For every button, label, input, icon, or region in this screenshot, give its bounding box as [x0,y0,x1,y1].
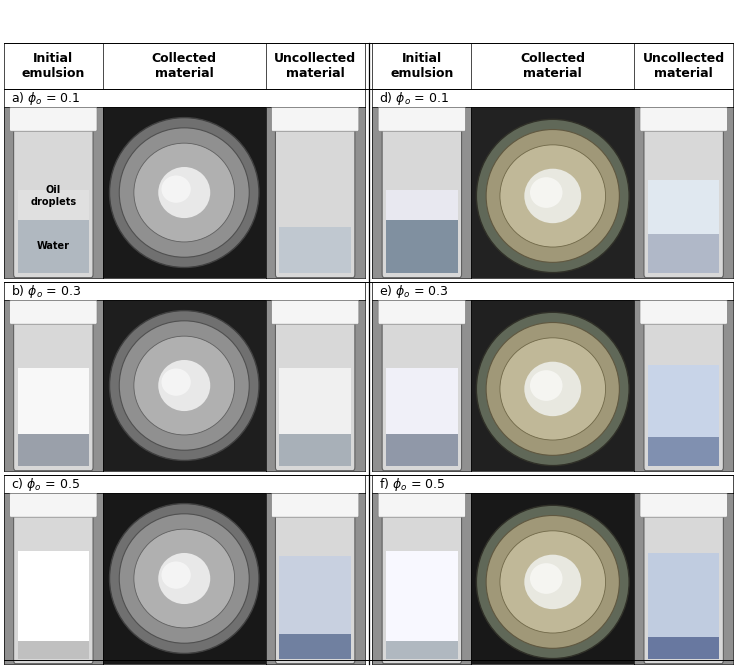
Bar [279,227,351,273]
Ellipse shape [476,119,629,273]
Bar [386,368,458,434]
Ellipse shape [500,145,606,247]
Text: c) $\phi_o$ = 0.5: c) $\phi_o$ = 0.5 [11,476,80,492]
Ellipse shape [476,506,629,658]
Text: Initial
emulsion: Initial emulsion [21,52,85,80]
Ellipse shape [134,529,234,628]
FancyBboxPatch shape [271,300,359,324]
Ellipse shape [530,563,562,594]
FancyBboxPatch shape [644,113,724,277]
Ellipse shape [524,555,581,609]
FancyBboxPatch shape [276,305,355,471]
FancyBboxPatch shape [382,113,461,277]
FancyBboxPatch shape [378,107,466,131]
Bar [386,434,458,466]
Ellipse shape [158,553,210,604]
Ellipse shape [500,531,606,633]
Bar [279,634,351,658]
FancyBboxPatch shape [382,498,461,664]
FancyBboxPatch shape [640,494,727,517]
Ellipse shape [119,514,249,643]
Ellipse shape [486,323,619,456]
FancyBboxPatch shape [382,305,461,471]
Bar [648,553,719,638]
FancyBboxPatch shape [640,107,727,131]
Bar [648,438,719,466]
FancyBboxPatch shape [276,113,355,277]
Bar [279,434,351,466]
Bar [386,189,458,219]
Ellipse shape [524,362,581,416]
Bar [648,179,719,233]
Bar [18,551,89,641]
Ellipse shape [500,338,606,440]
FancyBboxPatch shape [276,498,355,664]
Text: e) $\phi_o$ = 0.3: e) $\phi_o$ = 0.3 [380,283,449,299]
Ellipse shape [530,177,562,208]
FancyBboxPatch shape [13,305,93,471]
FancyBboxPatch shape [640,300,727,324]
Bar [18,641,89,658]
FancyBboxPatch shape [271,494,359,517]
Bar [18,434,89,466]
FancyBboxPatch shape [378,494,466,517]
Text: Uncollected
material: Uncollected material [643,52,724,80]
Bar [648,366,719,438]
FancyBboxPatch shape [10,107,97,131]
Bar [18,219,89,273]
Bar [648,638,719,658]
FancyBboxPatch shape [644,498,724,664]
Text: b) $\phi_o$ = 0.3: b) $\phi_o$ = 0.3 [11,283,81,299]
Ellipse shape [161,368,191,396]
Bar [18,189,89,219]
Bar [279,368,351,434]
Ellipse shape [134,336,234,435]
FancyBboxPatch shape [13,498,93,664]
Ellipse shape [110,311,259,460]
Text: Collected
material: Collected material [152,52,217,80]
Bar [386,641,458,658]
Ellipse shape [110,117,259,267]
Ellipse shape [476,312,629,466]
Bar [386,551,458,641]
FancyBboxPatch shape [378,300,466,324]
FancyBboxPatch shape [13,113,93,277]
FancyBboxPatch shape [271,107,359,131]
Ellipse shape [530,370,562,401]
Ellipse shape [161,175,191,203]
Text: f) $\phi_o$ = 0.5: f) $\phi_o$ = 0.5 [380,476,446,492]
Ellipse shape [158,360,210,411]
Text: d) $\phi_o$ = 0.1: d) $\phi_o$ = 0.1 [380,89,450,107]
Ellipse shape [161,562,191,589]
Ellipse shape [486,129,619,262]
Text: Collected
material: Collected material [520,52,585,80]
FancyBboxPatch shape [644,305,724,471]
Ellipse shape [524,169,581,223]
Bar [386,219,458,273]
Text: a) $\phi_o$ = 0.1: a) $\phi_o$ = 0.1 [11,89,80,107]
Bar [279,556,351,634]
FancyBboxPatch shape [10,300,97,324]
Text: Uncollected
material: Uncollected material [274,52,356,80]
Ellipse shape [158,167,210,218]
Ellipse shape [119,321,249,450]
Bar [279,185,351,227]
Ellipse shape [486,516,619,648]
Text: Oil
droplets: Oil droplets [30,185,77,207]
Ellipse shape [134,143,234,242]
FancyBboxPatch shape [10,494,97,517]
Ellipse shape [110,504,259,654]
Text: Water: Water [37,241,70,251]
Bar [18,368,89,434]
Text: Initial
emulsion: Initial emulsion [390,52,453,80]
Bar [648,233,719,273]
Ellipse shape [119,128,249,257]
